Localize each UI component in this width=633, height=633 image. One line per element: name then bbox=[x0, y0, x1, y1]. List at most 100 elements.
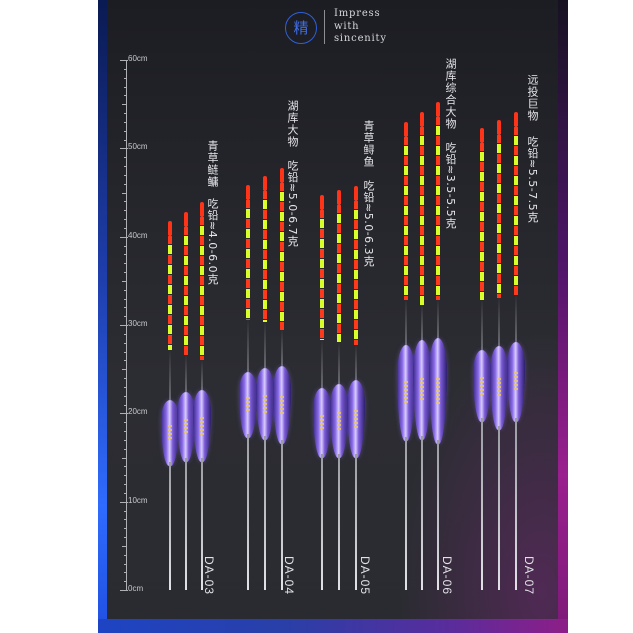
float-stick bbox=[410, 0, 434, 633]
float-antenna bbox=[514, 126, 518, 296]
ruler-tick bbox=[124, 113, 127, 114]
float-tip-red bbox=[514, 112, 518, 126]
ruler-tick bbox=[124, 307, 127, 309]
ruler-tick bbox=[124, 139, 127, 141]
float-body bbox=[239, 372, 257, 438]
model-code: DA-05 bbox=[358, 556, 372, 596]
ruler-tick bbox=[124, 130, 127, 132]
float-stem bbox=[515, 418, 517, 590]
ruler-tick bbox=[120, 413, 128, 415]
ruler-tick bbox=[120, 590, 128, 591]
slogan-line: Impress bbox=[334, 8, 381, 19]
float-antenna bbox=[320, 209, 324, 340]
float-stem bbox=[481, 418, 483, 590]
float-tip-red bbox=[184, 212, 188, 226]
float-stick bbox=[190, 0, 214, 633]
float-stem bbox=[281, 440, 283, 590]
bottom-gradient-edge bbox=[98, 619, 568, 633]
float-stick bbox=[344, 0, 368, 633]
brand-seal-logo: 精 bbox=[285, 12, 317, 44]
float-stem bbox=[355, 454, 357, 590]
model-code: DA-06 bbox=[440, 556, 454, 596]
brand-divider bbox=[324, 10, 325, 44]
right-magenta-edge bbox=[558, 0, 568, 633]
ruler-tick bbox=[124, 466, 127, 468]
ruler-tick bbox=[120, 501, 128, 503]
ruler-tick bbox=[124, 333, 127, 335]
float-stem bbox=[338, 454, 340, 590]
float-neck bbox=[169, 350, 171, 400]
group-name: 湖库大物 bbox=[286, 100, 299, 148]
float-neck bbox=[498, 298, 500, 346]
float-neck bbox=[185, 355, 187, 392]
float-neck bbox=[247, 320, 249, 372]
slogan-line: with bbox=[334, 20, 360, 32]
ruler-tick bbox=[124, 121, 127, 123]
float-neck bbox=[201, 360, 203, 390]
float-tip-red bbox=[280, 168, 284, 182]
float-antenna bbox=[420, 126, 424, 305]
ruler-tick bbox=[124, 563, 127, 565]
float-tip-red bbox=[337, 190, 341, 204]
ruler-tick bbox=[120, 325, 128, 326]
ruler-tick bbox=[124, 572, 127, 574]
float-body bbox=[413, 340, 431, 440]
ruler-tick bbox=[120, 236, 128, 238]
slogan-line: sincenity bbox=[334, 33, 387, 44]
float-stick bbox=[253, 0, 277, 633]
product-poster: 精 Impress with sincenity 60cm 50cm 40cm 30c… bbox=[98, 0, 568, 633]
ruler-tick bbox=[124, 431, 127, 432]
ruler-tick bbox=[124, 201, 127, 203]
float-tip-red bbox=[497, 120, 501, 134]
ruler-tick bbox=[124, 289, 127, 291]
float-body bbox=[490, 346, 508, 430]
float-antenna bbox=[263, 190, 267, 322]
lead-weight-spec: 吃铅≈5.5-7.5克 bbox=[526, 136, 539, 223]
float-stem bbox=[169, 462, 171, 590]
float-stem bbox=[405, 437, 407, 590]
group-name: 青草鲟鱼 bbox=[362, 120, 375, 168]
float-body bbox=[273, 366, 291, 444]
group-name: 青草鲢鳙 bbox=[206, 140, 219, 188]
ruler-tick bbox=[124, 68, 127, 70]
ruler-tick bbox=[124, 263, 127, 265]
ruler-tick bbox=[124, 439, 127, 441]
ruler-tick bbox=[124, 219, 127, 220]
ruler-label: 0cm bbox=[128, 584, 144, 593]
float-body bbox=[256, 368, 274, 440]
float-stick bbox=[470, 0, 494, 633]
float-tip-red bbox=[320, 195, 324, 209]
lead-weight-spec: 吃铅≈5.0-6.7克 bbox=[286, 160, 299, 247]
model-code: DA-03 bbox=[202, 556, 216, 596]
float-body bbox=[397, 345, 415, 441]
float-antenna bbox=[436, 116, 440, 300]
float-stick bbox=[236, 0, 260, 633]
ruler-label: 10cm bbox=[128, 495, 148, 505]
float-neck bbox=[481, 300, 483, 350]
float-neck bbox=[355, 345, 357, 380]
model-code: DA-07 bbox=[522, 556, 536, 596]
ruler-tick bbox=[124, 360, 127, 362]
float-antenna bbox=[497, 134, 501, 298]
ruler-tick bbox=[124, 528, 127, 530]
ruler-tick bbox=[120, 148, 128, 150]
ruler-tick bbox=[124, 342, 127, 344]
length-ruler: 60cm 50cm 40cm 30cm 20cm 10cm 0cm bbox=[98, 0, 568, 633]
brand-slogan: Impress with sincenity bbox=[334, 8, 387, 46]
ruler-tick bbox=[124, 519, 127, 521]
ruler-tick bbox=[124, 298, 127, 300]
float-neck bbox=[405, 300, 407, 345]
lead-weight-spec: 吃铅≈3.5-5.5克 bbox=[444, 142, 457, 229]
ruler-tick bbox=[124, 581, 127, 583]
float-tip-red bbox=[480, 128, 484, 142]
group-name: 远投巨物 bbox=[526, 74, 539, 122]
float-body bbox=[161, 400, 179, 466]
float-stick bbox=[426, 0, 450, 633]
ruler-tick bbox=[124, 166, 127, 167]
float-stem bbox=[264, 436, 266, 590]
ruler-tick bbox=[122, 545, 127, 547]
float-body bbox=[193, 390, 211, 462]
float-tip-red bbox=[436, 102, 440, 116]
float-stick bbox=[504, 0, 528, 633]
ruler-label: 20cm bbox=[128, 407, 148, 417]
